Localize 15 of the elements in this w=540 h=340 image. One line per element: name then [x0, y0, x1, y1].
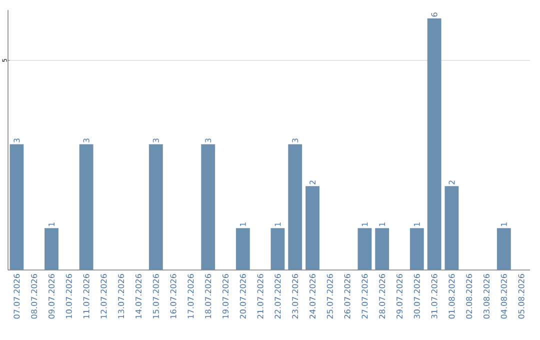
bar: [427, 18, 442, 270]
bar: [410, 228, 424, 270]
bar: [496, 228, 511, 270]
bar: [444, 186, 459, 270]
bar: [44, 228, 58, 270]
bar: [236, 228, 250, 270]
bar: [358, 228, 372, 270]
bar: [288, 144, 302, 270]
bar: [375, 228, 390, 270]
bar: [201, 144, 216, 270]
bar: [306, 186, 320, 270]
bar: [10, 144, 24, 270]
bar: [79, 144, 94, 270]
bar: [270, 228, 285, 270]
bar: [148, 144, 163, 270]
